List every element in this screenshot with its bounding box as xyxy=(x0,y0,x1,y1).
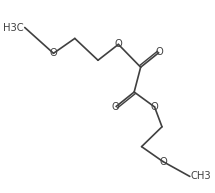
Text: CH3: CH3 xyxy=(191,171,211,181)
Text: O: O xyxy=(159,157,167,167)
Text: H3C: H3C xyxy=(3,23,24,32)
Text: O: O xyxy=(112,102,120,112)
Text: O: O xyxy=(50,48,57,58)
Text: O: O xyxy=(155,47,163,57)
Text: O: O xyxy=(151,102,158,112)
Text: O: O xyxy=(115,39,122,49)
